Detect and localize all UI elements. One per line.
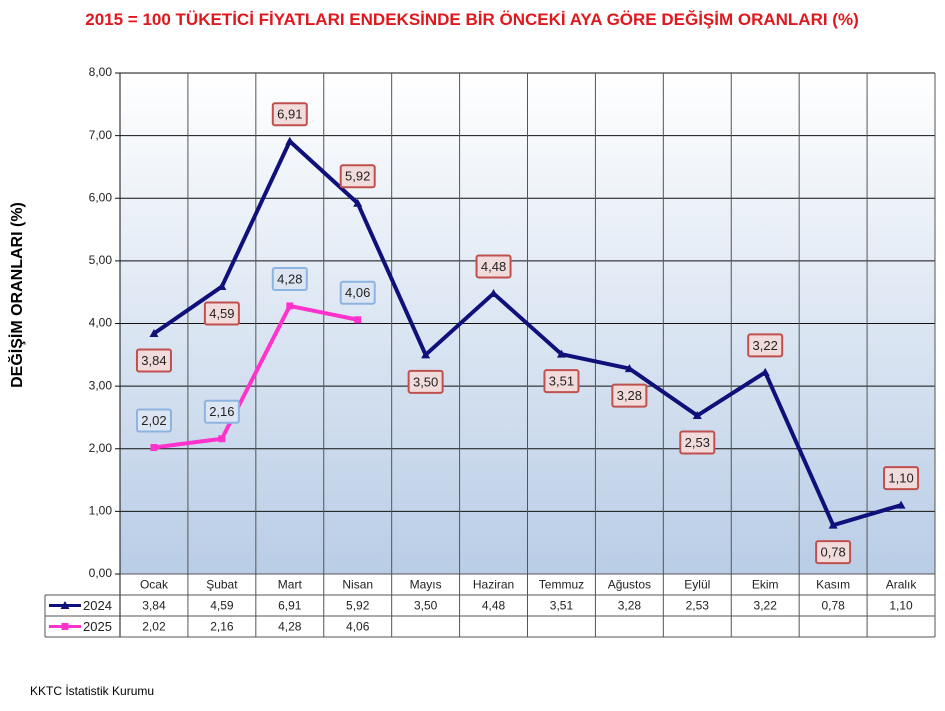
- y-tick-label: 2,00: [89, 441, 113, 455]
- x-tick-label: Ekim: [752, 578, 779, 592]
- data-label: 4,48: [481, 259, 506, 274]
- marker: [149, 329, 159, 338]
- table-value: 3,51: [550, 599, 574, 613]
- x-tick-label: Mart: [278, 578, 303, 592]
- data-label-box: [271, 102, 308, 127]
- table-value: 1,10: [889, 599, 913, 613]
- table-value: 4,48: [482, 599, 506, 613]
- table-value: 3,84: [142, 599, 166, 613]
- data-label: 4,28: [277, 271, 302, 286]
- table-value: 3,28: [618, 599, 642, 613]
- data-label-box: [203, 399, 240, 424]
- marker: [353, 198, 363, 207]
- table-value: 4,06: [346, 620, 370, 634]
- table-value: 5,92: [346, 599, 370, 613]
- data-label-box: [543, 369, 580, 394]
- y-tick-label: 4,00: [89, 316, 113, 330]
- data-label: 2,02: [141, 413, 166, 428]
- table-value: 0,78: [821, 599, 845, 613]
- marker: [354, 316, 362, 324]
- marker: [150, 443, 158, 451]
- table-value: 3,50: [414, 599, 438, 613]
- marker: [489, 288, 499, 297]
- data-label-box: [271, 266, 308, 291]
- table-value: 2,16: [210, 620, 234, 634]
- x-tick-label: Ağustos: [608, 578, 651, 592]
- marker: [624, 364, 634, 373]
- data-label: 6,91: [277, 107, 302, 122]
- data-label-box: [135, 348, 172, 373]
- data-label-box: [611, 383, 648, 408]
- data-label-box: [747, 333, 784, 358]
- data-label: 3,28: [617, 388, 642, 403]
- data-label-box: [883, 466, 920, 491]
- data-label: 3,51: [549, 374, 574, 389]
- data-label-box: [339, 280, 376, 305]
- x-tick-label: Mayıs: [410, 578, 442, 592]
- data-label: 2,16: [209, 404, 234, 419]
- data-label: 0,78: [820, 545, 845, 560]
- table-value: 4,28: [278, 620, 302, 634]
- marker: [218, 435, 226, 443]
- x-tick-label: Ocak: [140, 578, 169, 592]
- legend-label: 2024: [83, 598, 112, 613]
- source: KKTC İstatistik Kurumu: [30, 684, 154, 698]
- y-axis-label: DEĞİŞİM ORANLARI (%): [7, 202, 26, 388]
- x-tick-label: Nisan: [342, 578, 373, 592]
- legend-label: 2025: [83, 619, 112, 634]
- data-label: 3,84: [141, 353, 166, 368]
- data-label-box: [339, 164, 376, 189]
- marker: [692, 411, 702, 420]
- marker: [421, 350, 431, 359]
- y-tick-label: 3,00: [89, 378, 113, 392]
- series-line: [153, 303, 359, 450]
- table-value: 6,91: [278, 599, 302, 613]
- marker: [896, 500, 906, 509]
- chart-title: 2015 = 100 TÜKETİCİ FİYATLARI ENDEKSİNDE…: [85, 10, 859, 29]
- data-label-box: [407, 369, 444, 394]
- data-label: 3,22: [753, 338, 778, 353]
- marker: [760, 367, 770, 376]
- data-label: 5,92: [345, 169, 370, 184]
- data-label-box: [475, 254, 512, 279]
- x-tick-label: Temmuz: [539, 578, 584, 592]
- marker: [556, 349, 566, 358]
- data-label: 2,53: [685, 435, 710, 450]
- marker: [60, 601, 70, 609]
- data-label-box: [135, 408, 172, 433]
- table-value: 2,02: [142, 620, 166, 634]
- x-tick-label: Aralık: [886, 578, 918, 592]
- y-tick-label: 1,00: [89, 504, 113, 518]
- y-tick-label: 0,00: [89, 566, 113, 580]
- x-tick-label: Şubat: [206, 578, 238, 592]
- marker: [217, 282, 227, 291]
- table-value: 2,53: [686, 599, 710, 613]
- data-label-box: [203, 301, 240, 326]
- data-label: 1,10: [888, 471, 913, 486]
- data-label: 4,06: [345, 285, 370, 300]
- y-tick-label: 7,00: [89, 128, 113, 142]
- table-value: 3,22: [754, 599, 778, 613]
- x-tick-label: Eylül: [684, 578, 710, 592]
- series-line: [152, 139, 902, 528]
- data-label-box: [815, 540, 852, 565]
- marker: [61, 623, 69, 630]
- data-label: 3,50: [413, 374, 438, 389]
- marker: [828, 520, 838, 529]
- y-tick-label: 6,00: [89, 190, 113, 204]
- data-label-box: [679, 430, 716, 455]
- marker: [285, 136, 295, 145]
- y-tick-label: 8,00: [89, 65, 113, 79]
- marker: [286, 302, 294, 310]
- data-label: 4,59: [209, 306, 234, 321]
- table-value: 4,59: [210, 599, 234, 613]
- x-tick-label: Haziran: [473, 578, 514, 592]
- y-tick-label: 5,00: [89, 253, 113, 267]
- x-tick-label: Kasım: [816, 578, 850, 592]
